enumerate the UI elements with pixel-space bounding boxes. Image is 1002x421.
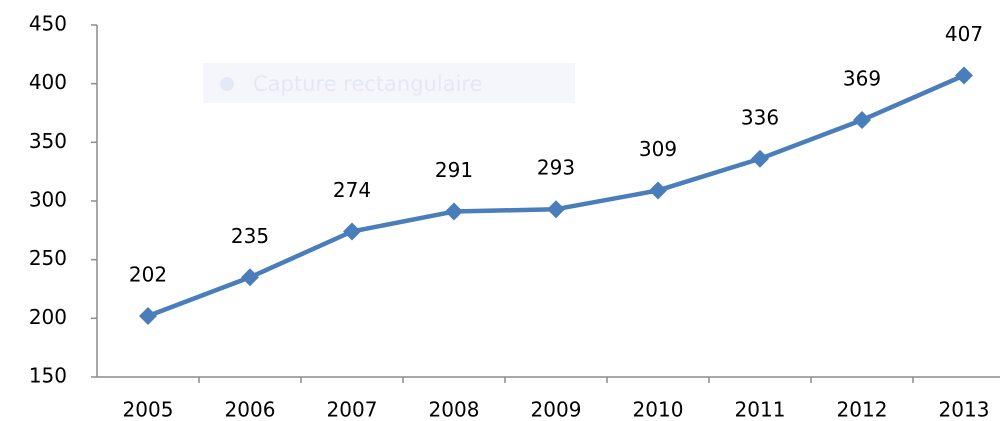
- data-label: 369: [843, 67, 881, 91]
- marker: [853, 111, 871, 130]
- data-label: 235: [231, 224, 269, 248]
- marker: [751, 149, 769, 168]
- data-label: 336: [741, 105, 779, 129]
- x-tick-label: 2009: [531, 398, 582, 421]
- data-label: 309: [639, 137, 677, 161]
- data-label: 293: [537, 156, 575, 180]
- marker: [955, 66, 973, 85]
- x-tick-label: 2008: [429, 398, 480, 421]
- x-tick-label: 2012: [837, 398, 888, 421]
- x-tick-label: 2011: [735, 398, 786, 421]
- y-tick-label: 200: [29, 305, 67, 329]
- line: [147, 73, 965, 319]
- x-tick-label: 2007: [327, 398, 378, 421]
- y-tick-label: 400: [29, 70, 67, 94]
- marker: [343, 222, 361, 241]
- y-tick-label: 150: [29, 364, 67, 388]
- capture-overlay: [203, 63, 575, 103]
- marker: [649, 181, 667, 200]
- data-label: 274: [333, 178, 371, 202]
- y-tick-label: 300: [29, 188, 67, 212]
- marker: [139, 306, 157, 325]
- data-label: 291: [435, 158, 473, 182]
- capture-icon: [220, 77, 234, 91]
- x-tick-label: 2006: [225, 398, 276, 421]
- data-label: 407: [945, 22, 983, 46]
- y-tick-label: 450: [29, 12, 67, 36]
- x-tick-label: 2005: [123, 398, 174, 421]
- y-tick-label: 350: [29, 129, 67, 153]
- annotation: Capture rectangulaire: [253, 72, 483, 96]
- marker: [241, 268, 259, 287]
- x-tick-label: 2010: [633, 398, 684, 421]
- y-tick-label: 250: [29, 246, 67, 270]
- data-label: 202: [129, 262, 167, 286]
- x-tick-label: 2013: [939, 398, 990, 421]
- marker: [445, 202, 463, 221]
- marker: [547, 200, 565, 219]
